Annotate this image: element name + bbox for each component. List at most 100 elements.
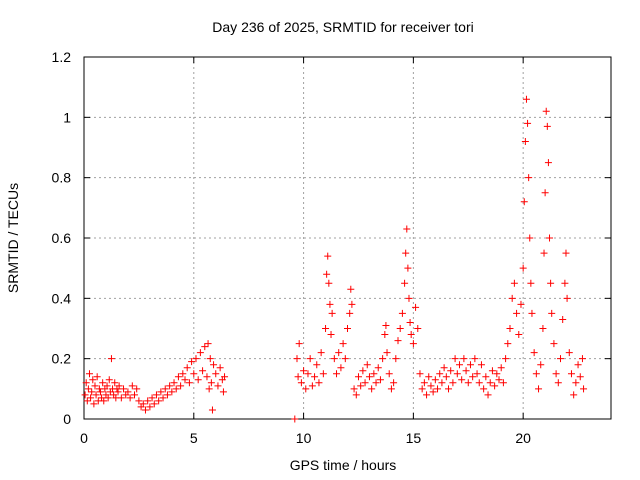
- data-point: [96, 388, 104, 396]
- data-point: [473, 370, 481, 378]
- data-point: [157, 388, 165, 396]
- data-point: [559, 315, 567, 323]
- data-point: [291, 415, 299, 423]
- data-point: [425, 373, 433, 381]
- y-tick-label: 1.2: [52, 49, 72, 65]
- data-point: [427, 382, 435, 390]
- data-point: [194, 376, 202, 384]
- data-point: [541, 189, 549, 197]
- data-point: [451, 355, 459, 363]
- data-point: [436, 370, 444, 378]
- data-point: [188, 358, 196, 366]
- data-point: [208, 406, 216, 414]
- data-point: [92, 391, 100, 399]
- data-point: [352, 391, 360, 399]
- data-point: [133, 385, 141, 393]
- data-point: [392, 355, 400, 363]
- data-point: [548, 309, 556, 317]
- x-tick-label: 20: [515, 430, 531, 446]
- data-point: [409, 340, 417, 348]
- data-point: [431, 376, 439, 384]
- data-point: [480, 385, 488, 393]
- data-point: [212, 370, 220, 378]
- y-axis-title: SRMTID / TECUs: [5, 183, 21, 293]
- data-point: [578, 355, 586, 363]
- data-point: [542, 107, 550, 115]
- data-point: [530, 349, 538, 357]
- data-point: [508, 294, 516, 302]
- data-point: [170, 379, 178, 387]
- data-point: [325, 279, 333, 287]
- chart-title: Day 236 of 2025, SRMTID for receiver tor…: [212, 19, 473, 35]
- data-point: [407, 331, 415, 339]
- data-point: [488, 367, 496, 375]
- data-point: [521, 137, 529, 145]
- x-axis-title: GPS time / hours: [290, 457, 397, 473]
- data-point: [335, 349, 343, 357]
- data-point: [499, 379, 507, 387]
- data-point: [574, 361, 582, 369]
- data-point: [544, 159, 552, 167]
- data-point: [84, 385, 92, 393]
- data-point: [471, 355, 479, 363]
- data-point: [81, 391, 89, 399]
- data-point: [376, 376, 384, 384]
- data-point: [141, 406, 149, 414]
- data-point: [567, 370, 575, 378]
- data-point: [464, 379, 472, 387]
- data-point: [139, 400, 147, 408]
- data-point: [477, 361, 485, 369]
- data-point: [547, 279, 555, 287]
- data-point: [546, 234, 554, 242]
- data-point: [460, 355, 468, 363]
- data-point: [491, 382, 499, 390]
- data-point: [420, 379, 428, 387]
- data-point: [346, 309, 354, 317]
- data-point: [120, 385, 128, 393]
- data-point: [519, 264, 527, 272]
- data-point: [357, 382, 365, 390]
- data-point: [190, 370, 198, 378]
- data-point: [89, 376, 97, 384]
- data-point: [88, 388, 96, 396]
- data-point: [168, 388, 176, 396]
- data-point: [181, 376, 189, 384]
- data-points: [81, 95, 588, 423]
- data-point: [185, 379, 193, 387]
- data-point: [201, 343, 209, 351]
- data-point: [216, 364, 224, 372]
- data-point: [502, 355, 510, 363]
- data-point: [482, 373, 490, 381]
- data-point: [416, 370, 424, 378]
- data-point: [504, 340, 512, 348]
- data-point: [183, 364, 191, 372]
- data-point: [414, 325, 422, 332]
- data-point: [131, 391, 139, 399]
- data-point: [402, 249, 410, 257]
- data-point: [539, 325, 547, 332]
- data-point: [135, 397, 143, 405]
- data-point: [440, 364, 448, 372]
- data-point: [359, 367, 367, 375]
- data-point: [324, 252, 332, 260]
- data-point: [532, 370, 540, 378]
- data-point: [495, 376, 503, 384]
- data-point: [394, 337, 402, 345]
- data-point: [458, 376, 466, 384]
- data-point: [383, 349, 391, 357]
- data-point: [570, 391, 578, 399]
- data-point: [453, 370, 461, 378]
- data-point: [308, 382, 316, 390]
- data-point: [214, 382, 222, 390]
- data-point: [327, 331, 335, 339]
- y-tick-label: 0.4: [52, 290, 72, 306]
- data-point: [462, 367, 470, 375]
- data-point: [172, 385, 180, 393]
- data-point: [412, 303, 420, 311]
- data-point: [315, 379, 323, 387]
- data-point: [91, 382, 99, 390]
- data-point: [447, 367, 455, 375]
- data-point: [361, 379, 369, 387]
- data-point: [150, 400, 158, 408]
- data-point: [341, 355, 349, 363]
